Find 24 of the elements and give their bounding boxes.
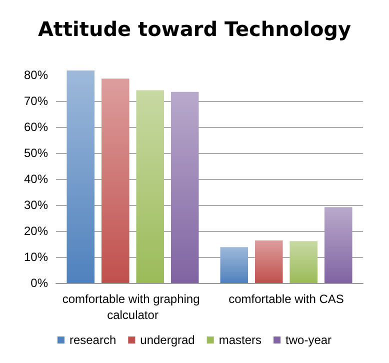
y-tick-label: 0% [30,276,48,290]
bar [101,78,130,283]
bar [290,241,318,283]
legend-label: research [69,333,116,347]
bar [324,207,352,283]
y-tick-label: 40% [24,172,48,186]
bar [136,90,164,283]
legend-label: undergrad [140,333,195,347]
legend-label: masters [218,333,262,347]
y-tick-label: 60% [24,120,48,134]
y-tick-label: 70% [24,94,48,108]
y-tick-label: 80% [24,68,48,82]
x-tick-label: comfortable with CAS [228,292,344,306]
bar [170,92,199,283]
y-tick-label: 10% [24,250,48,264]
legend-label: two-year [286,333,332,347]
y-tick-label: 50% [24,146,48,160]
bar [66,70,95,283]
y-tick-label: 20% [24,224,48,238]
x-tick-label: comfortable with graphing calculator [62,292,204,322]
chart-title: Attitude toward Technology [38,17,352,41]
bar [220,247,248,283]
bar [254,240,283,283]
y-tick-label: 30% [24,198,48,212]
